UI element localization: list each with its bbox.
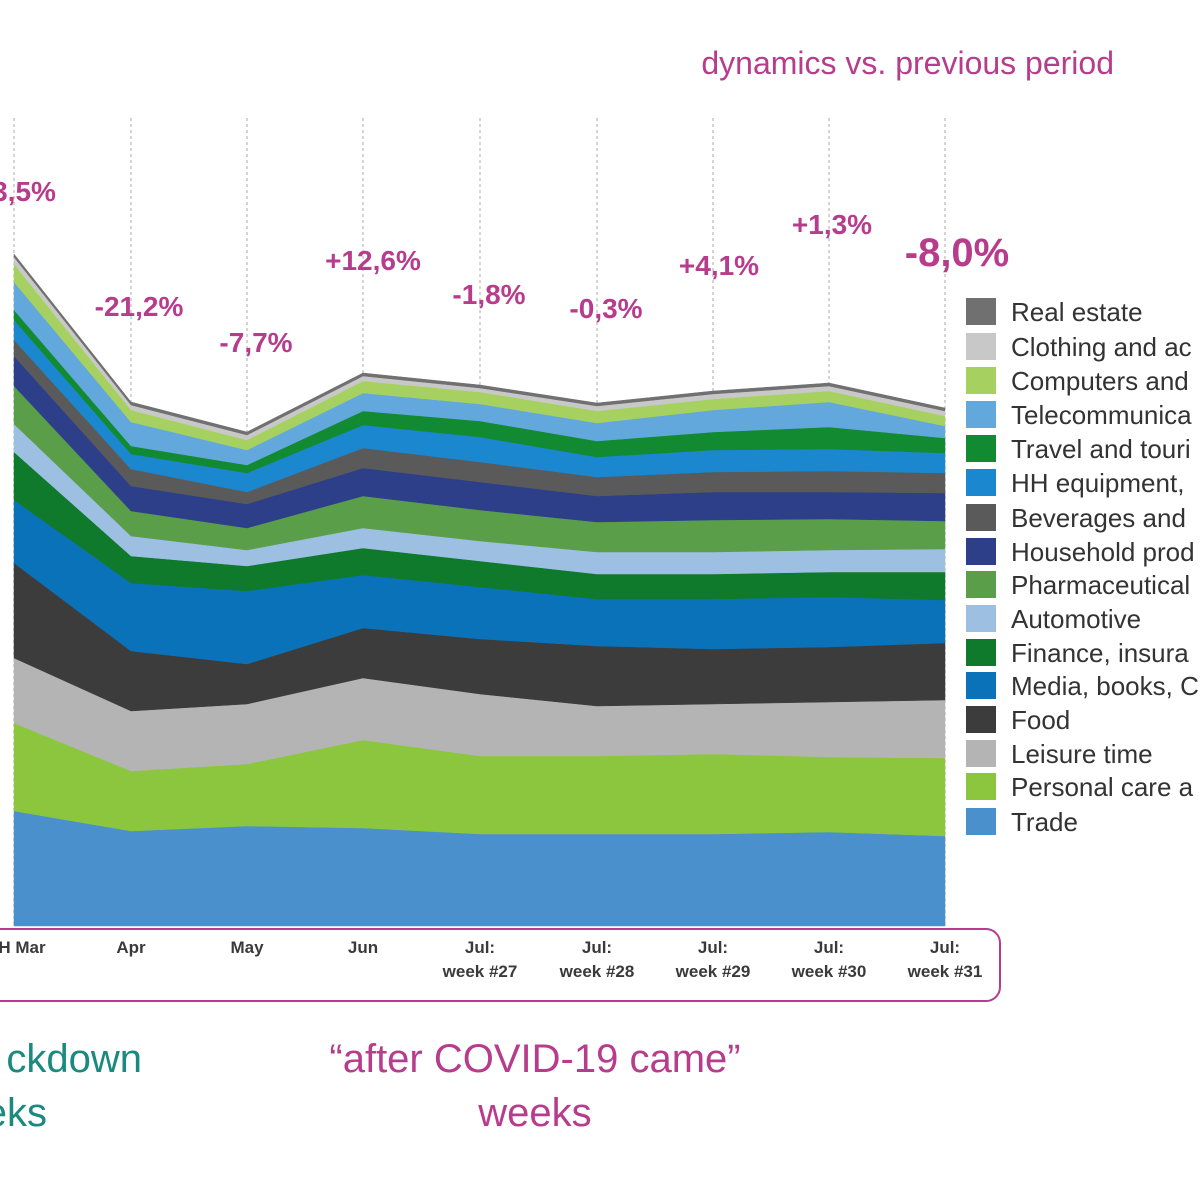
x-tick-label: week #29 [675,962,751,981]
period-annotations: 3,5% -21,2% -7,7% +12,6% -1,8% -0,3% +4,1% +1,3… [0,176,1009,358]
x-tick-label: week #30 [791,962,867,981]
legend-swatch [966,706,996,733]
period-change-label: 3,5% [0,176,56,207]
legend-swatch [966,672,996,699]
period-change-label: -7,7% [219,327,292,358]
legend-swatch [966,333,996,360]
period-change-label: +1,3% [792,209,872,240]
area-real-estate [13,253,946,436]
x-tick-label: Jul: [814,938,844,957]
legend-label: Food [1011,705,1070,735]
legend-swatch [966,401,996,428]
legend-label: Computers and [1011,366,1189,396]
x-tick-label: H Mar [0,938,46,957]
legend-swatch [966,639,996,666]
legend-swatch [966,469,996,496]
group-label-right-line1: “after COVID-19 came” [329,1037,740,1081]
legend-label: Personal care a [1011,772,1194,802]
legend: Real estate Clothing and ac Computers and T… [966,297,1199,837]
period-change-label: +4,1% [679,250,759,281]
x-tick-label: Jul: [930,938,960,957]
x-axis-labels: H Mar Apr May Jun Jul: week #27 Jul: week #28 Ju… [0,938,982,981]
legend-label: Automotive [1011,604,1141,634]
x-tick-label: May [230,938,264,957]
legend-label: Telecommunica [1011,400,1192,430]
legend-swatch [966,298,996,325]
legend-label: Travel and touri [1011,434,1191,464]
legend-label: Real estate [1011,297,1143,327]
legend-label: Media, books, C [1011,671,1199,701]
group-label-left-line2: eks [0,1091,47,1135]
x-tick-label: Jul: [582,938,612,957]
legend-label: Household prod [1011,537,1195,567]
legend-label: Pharmaceutical [1011,570,1190,600]
legend-swatch [966,504,996,531]
legend-label: Beverages and [1011,503,1186,533]
legend-label: Finance, insura [1011,638,1189,668]
legend-swatch [966,571,996,598]
legend-swatch [966,435,996,462]
group-label-right: “after COVID-19 came” weeks [329,1037,740,1135]
period-change-label: -8,0% [905,231,1010,275]
subtitle: dynamics vs. previous period [701,45,1114,81]
group-label-left-line1: ckdown [6,1037,142,1081]
legend-swatch [966,808,996,835]
x-tick-label: Apr [116,938,146,957]
x-tick-label: Jul: [698,938,728,957]
legend-swatch [966,740,996,767]
group-label-right-line2: weeks [477,1091,591,1135]
area-series [13,253,946,927]
period-change-label: -21,2% [95,291,184,322]
x-tick-label: week #27 [442,962,518,981]
period-change-label: +12,6% [325,245,421,276]
x-tick-label: Jul: [465,938,495,957]
legend-swatch [966,605,996,632]
legend-label: Clothing and ac [1011,332,1192,362]
legend-swatch [966,367,996,394]
legend-swatch [966,538,996,565]
x-tick-label: Jun [348,938,378,957]
x-axis-frame [0,928,1001,1002]
period-change-label: -1,8% [452,279,525,310]
legend-label: Leisure time [1011,739,1153,769]
period-change-label: -0,3% [569,293,642,324]
legend-label: Trade [1011,807,1078,837]
legend-label: HH equipment, [1011,468,1184,498]
legend-swatch [966,773,996,800]
x-tick-label: week #31 [907,962,983,981]
group-label-left: ckdown eks [0,1037,142,1135]
x-tick-label: week #28 [559,962,635,981]
